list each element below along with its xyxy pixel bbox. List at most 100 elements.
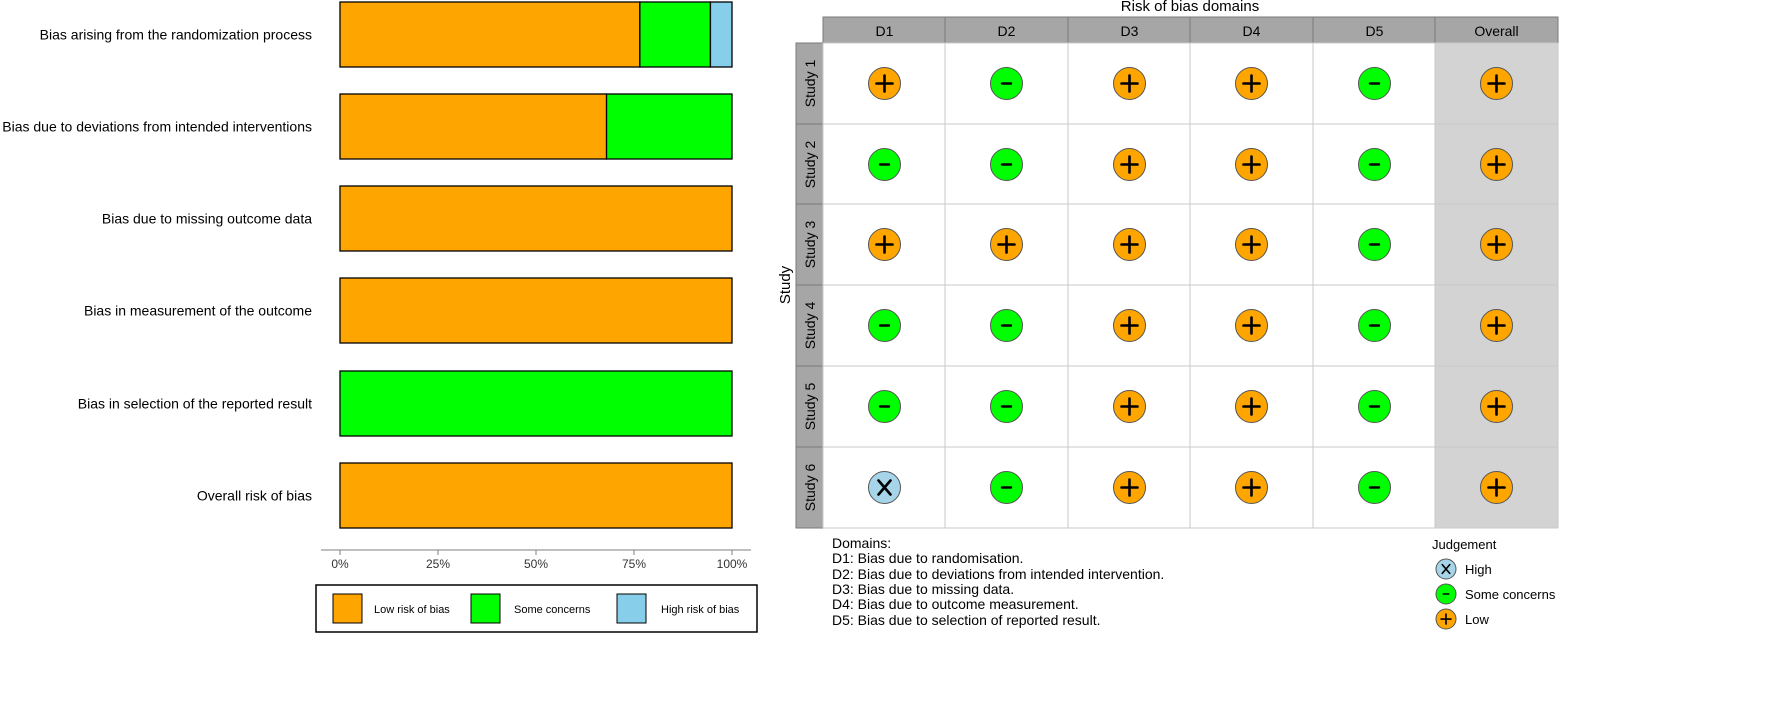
plus-mark — [1487, 235, 1506, 254]
judgement-symbol — [1113, 67, 1146, 100]
table-grid — [822, 42, 1559, 529]
row-header-cell — [795, 365, 824, 448]
judgement-symbol — [868, 390, 901, 423]
judgement-legend-label: High — [1465, 562, 1492, 577]
judgement-cells — [868, 67, 1513, 504]
bar-segment-low-risk-of-bias — [339, 462, 733, 529]
row-header-study: Study 6 — [802, 464, 818, 512]
column-header-d1: D1 — [876, 23, 894, 39]
row-header-study: Study 4 — [802, 302, 818, 350]
bar-category-label: Bias due to missing outcome data — [102, 211, 312, 227]
judgement-legend-symbol — [1435, 608, 1457, 630]
column-header-d5: D5 — [1366, 23, 1384, 39]
judgement-symbol — [1358, 228, 1391, 261]
row-header-cell — [795, 446, 824, 529]
column-header-cell — [944, 16, 1069, 44]
judgement-symbol — [1113, 148, 1146, 181]
domain-d1: D1: Bias due to randomisation. — [832, 550, 1023, 566]
column-header-d2: D2 — [998, 23, 1016, 39]
x-tick-label: 50% — [524, 557, 548, 571]
judgement-symbol — [1113, 390, 1146, 423]
row-header-study: Study 2 — [802, 141, 818, 189]
judgement-symbol — [868, 471, 901, 504]
plus-mark — [1242, 235, 1261, 254]
judgement-legend-label: Some concerns — [1465, 587, 1556, 602]
column-header-d3: D3 — [1121, 23, 1139, 39]
judgement-symbol — [1480, 67, 1513, 100]
plus-mark — [1487, 316, 1506, 335]
column-header-cell — [1434, 16, 1559, 44]
judgement-symbol — [1235, 228, 1268, 261]
plus-mark — [1120, 155, 1139, 174]
judgement-symbol — [990, 390, 1023, 423]
plus-mark — [875, 235, 894, 254]
judgement-symbol — [990, 148, 1023, 181]
row-header-study: Study 5 — [802, 383, 818, 431]
judgement-legend-label: Low — [1465, 612, 1489, 627]
study-axis-label: Study — [777, 265, 794, 304]
plus-mark — [1120, 397, 1139, 416]
judgement-symbol — [1235, 390, 1268, 423]
plus-mark — [1242, 397, 1261, 416]
judgement-legend-symbol — [1435, 583, 1457, 605]
plus-mark — [1120, 478, 1139, 497]
bar-segment-low-risk-of-bias — [339, 1, 641, 68]
judgement-symbol — [1480, 309, 1513, 342]
judgement-symbol — [1358, 148, 1391, 181]
column-header-cell — [1067, 16, 1192, 44]
judgement-symbol — [990, 471, 1023, 504]
judgement-symbol — [868, 309, 901, 342]
bar-category-label: Bias due to deviations from intended int… — [2, 119, 312, 135]
domain-d5: D5: Bias due to selection of reported re… — [832, 612, 1100, 628]
judgement-symbol — [990, 228, 1023, 261]
plus-mark — [1120, 316, 1139, 335]
column-header-cell — [1189, 16, 1314, 44]
bar-legend-label: Low risk of bias — [374, 604, 450, 616]
domain-d3: D3: Bias due to missing data. — [832, 581, 1014, 597]
judgement-symbol — [1358, 309, 1391, 342]
column-headers: D1 D2 D3 D4 D5 Overall — [822, 16, 1559, 44]
bar-legend-swatch — [616, 593, 647, 624]
x-axis-ticks: 0% 25% 50% 75% 100% — [331, 550, 748, 571]
plus-mark — [1487, 397, 1506, 416]
bar-segment-low-risk-of-bias — [339, 277, 733, 344]
x-mark — [1441, 563, 1451, 575]
bar-category-label: Bias in measurement of the outcome — [84, 303, 312, 319]
bar-legend-label: High risk of bias — [661, 604, 740, 616]
domain-d2: D2: Bias due to deviations from intended… — [832, 566, 1164, 582]
bar-legend-label: Some concerns — [514, 604, 591, 616]
x-tick-label: 0% — [331, 557, 349, 571]
bar-legend-box — [315, 584, 758, 633]
judgement-symbol — [990, 309, 1023, 342]
bar-category-label: Bias in selection of the reported result — [78, 396, 312, 412]
judgement-symbol — [1358, 67, 1391, 100]
judgement-symbol — [868, 67, 901, 100]
plus-mark — [1120, 235, 1139, 254]
row-header-cell — [795, 42, 824, 125]
plus-mark — [875, 74, 894, 93]
judgement-symbol — [868, 228, 901, 261]
plus-mark — [997, 235, 1016, 254]
judgement-symbol — [1358, 390, 1391, 423]
judgement-symbol — [990, 67, 1023, 100]
row-header-study: Study 1 — [802, 60, 818, 108]
bar-segment-high-risk-of-bias — [709, 1, 733, 68]
bar-category-label: Overall risk of bias — [197, 488, 312, 504]
judgement-legend: High Some concerns Low — [1435, 558, 1556, 630]
row-headers: Study 1 Study 2 Study 3 Study 4 Study 5 Study… — [795, 42, 824, 529]
column-header-overall: Overall — [1474, 23, 1518, 39]
x-mark — [877, 479, 892, 496]
x-tick-label: 25% — [426, 557, 450, 571]
column-header-d4: D4 — [1243, 23, 1261, 39]
judgement-legend-symbol — [1435, 558, 1457, 580]
bar-category-labels: Bias arising from the randomization proc… — [2, 27, 312, 504]
plus-mark — [1242, 155, 1261, 174]
judgement-symbol — [1480, 471, 1513, 504]
plus-mark — [1487, 155, 1506, 174]
bar-legend-swatch — [332, 593, 363, 624]
plus-mark — [1242, 74, 1261, 93]
judgement-symbol — [1235, 471, 1268, 504]
bar-category-label: Bias arising from the randomization proc… — [40, 27, 312, 43]
judgement-symbol — [1113, 471, 1146, 504]
row-header-study: Study 3 — [802, 221, 818, 269]
